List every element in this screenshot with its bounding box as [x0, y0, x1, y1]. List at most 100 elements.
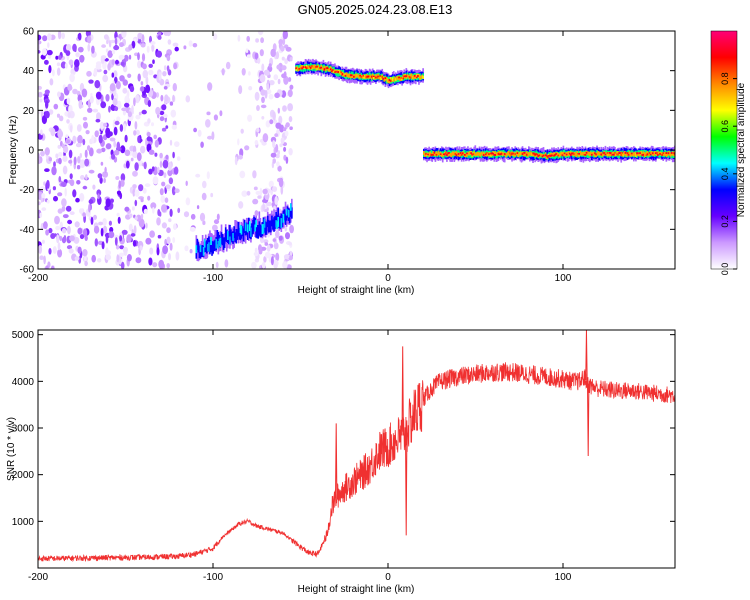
- band-cell: [672, 152, 675, 154]
- band-cell: [355, 73, 357, 78]
- band-cell: [591, 153, 593, 156]
- band-cell: [564, 152, 567, 156]
- band-cell: [392, 78, 395, 82]
- band-cell: [545, 155, 548, 160]
- noise-cell: [166, 263, 170, 269]
- band-cell: [353, 75, 355, 78]
- band-cell: [324, 67, 327, 72]
- noise-cell: [238, 154, 243, 160]
- noise-cell: [46, 33, 52, 41]
- noise-cell: [274, 133, 279, 138]
- band-cell: [207, 244, 209, 252]
- noise-cell: [38, 50, 41, 54]
- noise-cell: [147, 195, 151, 201]
- noise-cell: [79, 159, 86, 169]
- noise-cell: [120, 173, 126, 182]
- band-cell: [370, 75, 373, 78]
- noise-cell: [202, 180, 207, 189]
- band-cell: [546, 155, 549, 158]
- noise-cell: [85, 130, 90, 135]
- band-cell: [586, 152, 589, 158]
- band-cell: [421, 74, 423, 79]
- band-cell: [491, 152, 493, 155]
- noise-cell: [77, 94, 83, 102]
- noise-cell: [237, 34, 241, 42]
- band-cell: [537, 154, 540, 157]
- noise-cell: [43, 255, 46, 265]
- noise-cell: [135, 94, 140, 104]
- band-cell: [647, 153, 650, 157]
- noise-cell: [77, 227, 83, 235]
- noise-cell: [272, 111, 276, 121]
- y-tick-label: 5000: [12, 330, 35, 341]
- noise-cell: [115, 59, 119, 65]
- noise-cell: [164, 94, 169, 102]
- band-cell: [305, 65, 308, 69]
- noise-cell: [155, 106, 161, 115]
- noise-cell: [254, 139, 259, 146]
- snr-panel: -200 -100 0 100 1000 2000 3000 4000 5000 Height…: [6, 329, 676, 595]
- band-cell: [329, 68, 332, 71]
- noise-cell: [118, 54, 125, 60]
- noise-cell: [78, 99, 83, 109]
- colorbar-ticks: 0.0 0.2 0.4 0.6 0.8: [720, 72, 737, 275]
- noise-cell: [288, 77, 292, 82]
- noise-cell: [127, 111, 132, 118]
- band-cell: [593, 151, 595, 155]
- band-cell: [513, 152, 515, 157]
- noise-cell: [57, 248, 63, 258]
- band-cell: [654, 151, 656, 155]
- band-cell: [490, 152, 492, 157]
- band-cell: [412, 75, 415, 80]
- noise-cell: [61, 32, 65, 39]
- colorbar-tick-label: 0.2: [720, 215, 730, 228]
- band-cell: [276, 214, 278, 225]
- noise-cell: [277, 107, 280, 114]
- noise-cell: [258, 244, 262, 253]
- band-cell: [532, 153, 534, 157]
- band-cell: [285, 208, 288, 216]
- x-tick-label: 100: [555, 572, 572, 583]
- band-cell: [474, 153, 477, 157]
- noise-cell: [81, 88, 88, 98]
- noise-cell: [241, 190, 248, 197]
- noise-cell: [275, 230, 280, 238]
- band-cell: [366, 75, 369, 78]
- noise-cell: [151, 166, 155, 172]
- band-cell: [466, 153, 468, 157]
- band-cell: [202, 247, 205, 256]
- band-cell: [356, 73, 358, 77]
- noise-cell: [73, 156, 77, 166]
- band-cell: [475, 152, 478, 156]
- band-cell: [494, 154, 497, 157]
- band-cell: [277, 217, 280, 227]
- noise-cell: [262, 199, 267, 203]
- band-cell: [365, 73, 368, 77]
- noise-cell: [246, 35, 250, 42]
- noise-cell: [173, 62, 178, 70]
- band-cell: [549, 154, 551, 157]
- band-cell: [545, 155, 548, 157]
- noise-cell: [58, 176, 62, 183]
- noise-cell: [183, 45, 187, 50]
- band-cell: [396, 75, 398, 80]
- noise-cell: [106, 39, 109, 45]
- noise-cell: [91, 134, 95, 144]
- noise-cell: [117, 216, 121, 224]
- noise-cell: [278, 178, 284, 188]
- noise-cell: [50, 128, 56, 137]
- band-cell: [655, 152, 657, 154]
- x-tick-label: 0: [385, 273, 391, 284]
- noise-cell: [199, 212, 206, 222]
- noise-cell: [257, 57, 261, 64]
- noise-cell: [115, 244, 120, 250]
- band-cell: [630, 152, 633, 155]
- band-cell: [312, 64, 314, 69]
- band-cell: [557, 154, 560, 157]
- band-cell: [249, 228, 251, 239]
- band-cell: [666, 152, 669, 156]
- noise-cell: [120, 61, 125, 66]
- band-cell: [551, 154, 553, 157]
- noise-cell: [69, 235, 75, 242]
- noise-cell: [282, 31, 288, 40]
